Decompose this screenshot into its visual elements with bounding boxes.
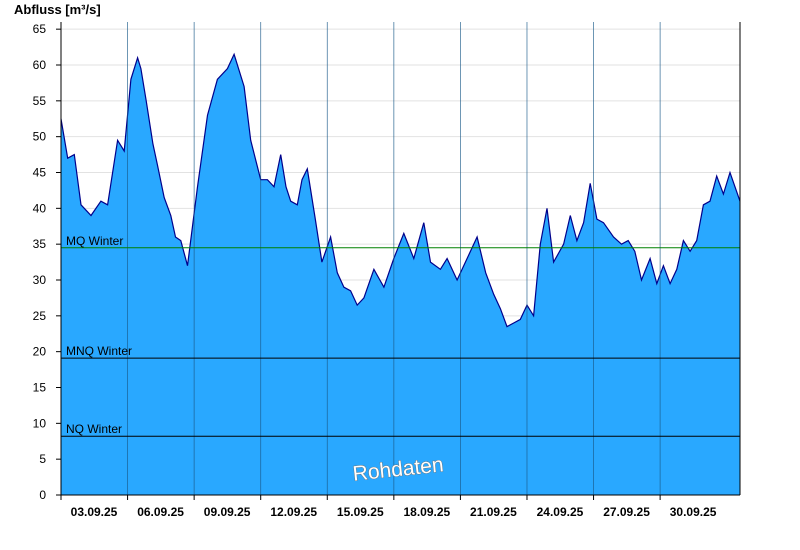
discharge-area-fill [61,54,740,496]
y-axis-label: Abfluss [m³/s] [14,2,101,17]
y-tick-label: 25 [33,309,47,323]
y-tick-label: 45 [33,166,47,180]
x-tick-label: 30.09.25 [670,505,717,519]
x-tick-label: 12.09.25 [270,505,317,519]
x-tick-labels: 03.09.25 06.09.25 09.09.25 12.09.25 15.09.25… [60,495,717,519]
discharge-area-series [60,52,741,496]
x-tick-label: 27.09.25 [603,505,650,519]
x-tick-label: 18.09.25 [403,505,450,519]
reference-line-label: MNQ Winter [66,344,132,358]
y-tick-label: 55 [33,94,47,108]
reference-line-label: MQ Winter [66,234,123,248]
y-tick-label: 30 [33,273,47,287]
y-tick-label: 65 [33,22,47,36]
x-tick-label: 24.09.25 [537,505,584,519]
y-tick-label: 40 [33,201,47,215]
y-tick-label: 50 [33,130,47,144]
y-tick-labels: 0 5 10 15 20 25 30 35 40 45 50 55 60 65 [33,22,61,502]
reference-lines: MQ Winter MNQ Winter NQ Winter [61,234,740,437]
reference-line-label: NQ Winter [66,422,122,436]
y-tick-label: 60 [33,58,47,72]
x-tick-label: 21.09.25 [470,505,517,519]
y-tick-label: 10 [33,416,47,430]
x-tick-label: 09.09.25 [204,505,251,519]
y-tick-label: 20 [33,345,47,359]
x-tick-label: 06.09.25 [137,505,184,519]
vertical-grid-lines [127,22,661,495]
y-tick-label: 5 [39,452,46,466]
y-tick-label: 15 [33,381,47,395]
y-tick-label: 35 [33,237,47,251]
x-tick-label: 03.09.25 [71,505,118,519]
x-tick-label: 15.09.25 [337,505,384,519]
y-tick-label: 0 [39,488,46,502]
